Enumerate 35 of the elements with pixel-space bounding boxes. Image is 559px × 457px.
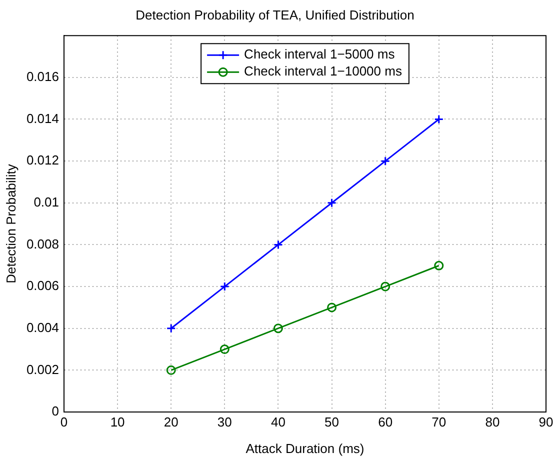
point — [380, 156, 390, 166]
point — [380, 282, 390, 292]
y-tick-label: 0.014 — [26, 110, 59, 126]
point — [220, 282, 230, 292]
y-tick-label: 0.01 — [34, 194, 59, 210]
x-tick-label: 50 — [324, 414, 340, 430]
y-tick-label: 0.006 — [26, 278, 59, 294]
x-tick-label: 30 — [217, 414, 232, 430]
x-tick-label: 70 — [432, 414, 446, 430]
y-tick-label: 0.012 — [26, 152, 59, 168]
y-tick-label: 0 — [52, 404, 59, 419]
y-tick-label: 0.016 — [26, 69, 59, 84]
point — [166, 324, 176, 334]
x-tick-label: 40 — [270, 414, 286, 430]
point — [166, 365, 176, 375]
y-axis-title: Detection Probability — [3, 164, 18, 284]
point — [273, 324, 283, 334]
point — [220, 344, 230, 354]
legend-label: Check interval 1−5000 ms — [244, 46, 396, 62]
y-tick-label: 0.004 — [26, 320, 59, 335]
x-tick-label: 90 — [538, 414, 554, 430]
legend-label: Check interval 1−10000 ms — [244, 64, 402, 79]
y-tick-label: 0.002 — [26, 362, 59, 377]
x-tick-label: 60 — [378, 414, 393, 430]
x-tick-label: 80 — [485, 414, 500, 430]
x-tick-label: 10 — [110, 414, 125, 430]
chart-title: Detection Probability of TEA, Unified Distribution — [136, 7, 414, 22]
point — [327, 302, 337, 312]
y-tick-label: 0.008 — [26, 236, 59, 252]
point — [434, 114, 444, 124]
x-tick-label: 20 — [164, 414, 178, 430]
x-axis-title: Attack Duration (ms) — [246, 440, 364, 456]
point — [434, 260, 444, 270]
point — [327, 198, 337, 208]
point — [273, 240, 283, 250]
